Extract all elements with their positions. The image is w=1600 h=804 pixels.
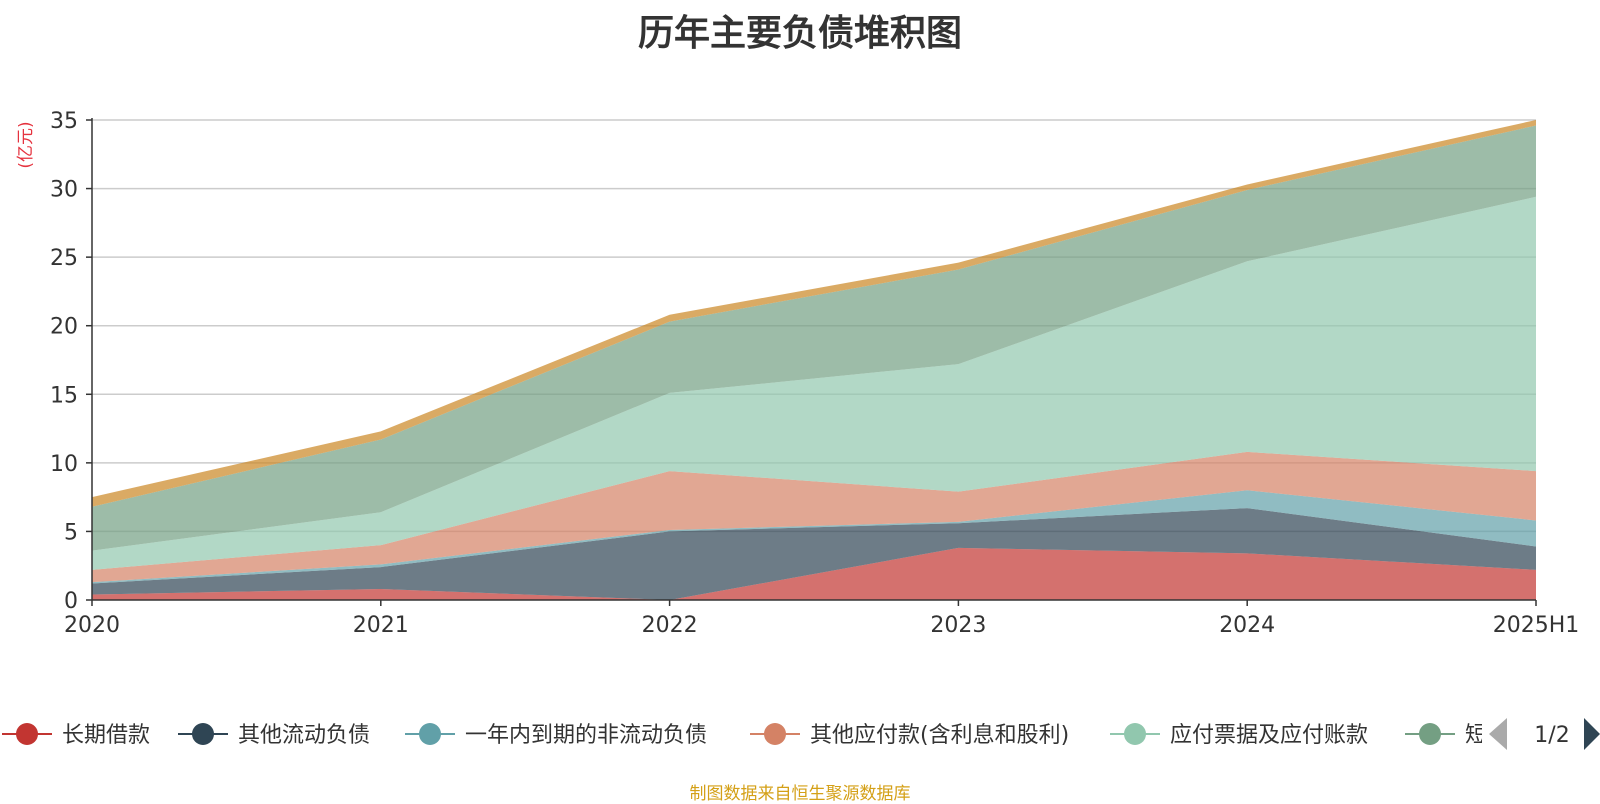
legend-label: 短 [1465, 723, 1487, 748]
legend-marker-dot [192, 723, 214, 745]
legend-label: 应付票据及应付账款 [1170, 723, 1368, 748]
legend-item: 其他应付款(含利息和股利) [750, 723, 1069, 748]
legend-marker-dot [1419, 723, 1441, 745]
area-series-3 [92, 490, 1536, 584]
area-series-5 [92, 196, 1536, 570]
x-tick-label: 2023 [930, 613, 986, 638]
area-series-7 [92, 120, 1536, 507]
y-tick-label: 35 [50, 109, 78, 134]
x-tick-label: 2022 [642, 613, 698, 638]
y-tick-label: 5 [64, 520, 78, 545]
legend-label: 长期借款 [62, 723, 150, 748]
legend-marker-dot [419, 723, 441, 745]
legend-label: 其他流动负债 [238, 723, 370, 748]
y-tick-label: 30 [50, 178, 78, 203]
legend-marker-dot [1124, 723, 1146, 745]
area-series-6 [92, 125, 1536, 551]
legend-marker-dot [764, 723, 786, 745]
legend-item: 长期借款 [2, 723, 150, 748]
area-series-4 [92, 451, 1536, 583]
y-tick-label: 15 [50, 383, 78, 408]
legend-marker-dot [16, 723, 38, 745]
legend-label: 其他应付款(含利息和股利) [810, 723, 1069, 748]
axes: 0 5 10 15 20 25 30 35 2020 2021 2022 2023 2024 2025H1 [50, 109, 1579, 638]
area-series-2 [92, 508, 1536, 600]
source-note: 制图数据来自恒生聚源数据库 [689, 784, 911, 804]
x-tick-label: 2025H1 [1493, 613, 1580, 638]
x-tick-label: 2024 [1219, 613, 1275, 638]
y-tick-label: 25 [50, 246, 78, 271]
y-tick-label: 20 [50, 315, 78, 340]
y-axis-unit-label: (亿元) [16, 121, 36, 168]
legend-item: 一年内到期的非流动负债 [405, 723, 707, 748]
legend-pager: 1/2 [1489, 718, 1600, 750]
x-tick-label: 2020 [64, 613, 120, 638]
legend-item: 应付票据及应付账款 [1110, 723, 1368, 748]
y-tick-label: 10 [50, 452, 78, 477]
area-series [92, 120, 1536, 600]
legend-item: 短 [1405, 723, 1487, 748]
legend-page-indicator: 1/2 [1534, 723, 1569, 748]
legend-item: 其他流动负债 [178, 723, 370, 748]
x-tick-label: 2021 [353, 613, 409, 638]
chart-title: 历年主要负债堆积图 [637, 13, 962, 54]
y-tick-label: 0 [64, 589, 78, 614]
legend-items: 长期借款 其他流动负债 一年内到期的非流动负债 其他应付款(含利息和股利) 应付票据及应… [2, 723, 1487, 748]
legend-label: 一年内到期的非流动负债 [465, 723, 707, 748]
next-page-icon[interactable] [1584, 718, 1600, 750]
prev-page-icon[interactable] [1489, 718, 1507, 750]
legend: 长期借款 其他流动负债 一年内到期的非流动负债 其他应付款(含利息和股利) 应付票据及应… [2, 718, 1600, 750]
